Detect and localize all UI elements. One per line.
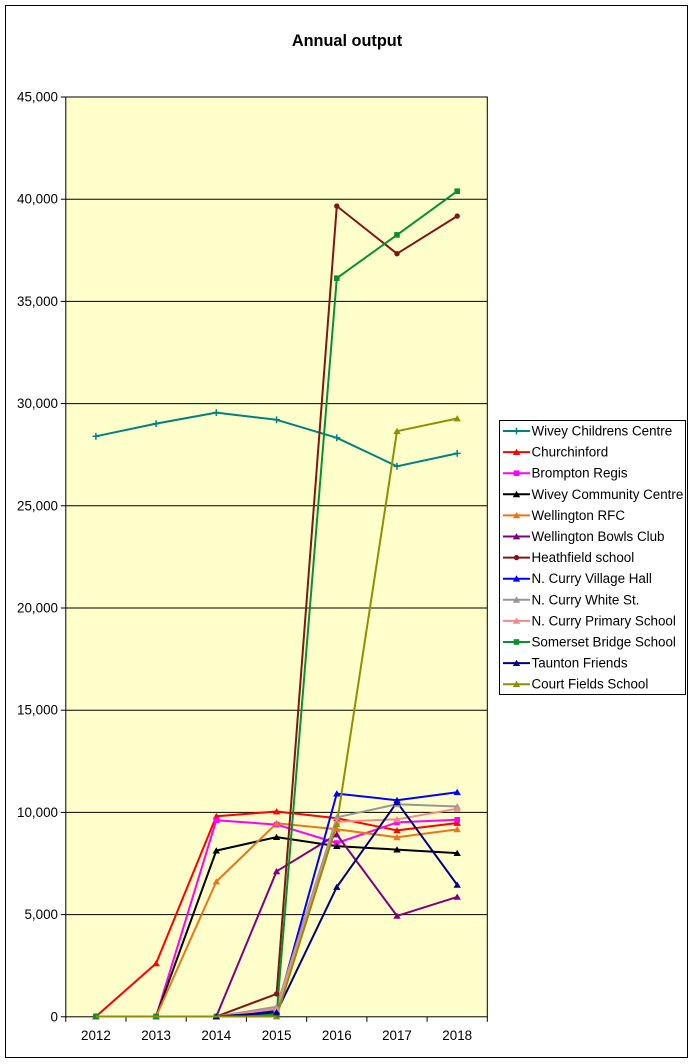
svg-text:Wivey Childrens Centre: Wivey Childrens Centre <box>532 424 673 439</box>
svg-text:40,000: 40,000 <box>17 192 58 207</box>
svg-text:0: 0 <box>51 1009 58 1024</box>
svg-text:2012: 2012 <box>81 1028 111 1043</box>
svg-text:25,000: 25,000 <box>17 498 58 513</box>
svg-text:15,000: 15,000 <box>17 703 58 718</box>
svg-text:N. Curry Primary School: N. Curry Primary School <box>532 613 676 628</box>
svg-text:Somerset Bridge School: Somerset Bridge School <box>532 635 676 650</box>
svg-text:2014: 2014 <box>201 1028 231 1043</box>
svg-text:35,000: 35,000 <box>17 294 58 309</box>
svg-text:Brompton Regis: Brompton Regis <box>532 466 628 481</box>
svg-text:45,000: 45,000 <box>17 90 58 105</box>
svg-text:N. Curry White St.: N. Curry White St. <box>532 592 640 607</box>
svg-text:2017: 2017 <box>382 1028 412 1043</box>
svg-text:2013: 2013 <box>141 1028 171 1043</box>
svg-text:N. Curry Village Hall: N. Curry Village Hall <box>532 571 652 586</box>
svg-text:Wivey Community Centre: Wivey Community Centre <box>532 487 684 502</box>
svg-text:Wellington Bowls Club: Wellington Bowls Club <box>532 529 665 544</box>
svg-text:Churchinford: Churchinford <box>532 445 609 460</box>
svg-text:Wellington RFC: Wellington RFC <box>532 508 626 523</box>
svg-text:5,000: 5,000 <box>24 907 58 922</box>
svg-text:20,000: 20,000 <box>17 601 58 616</box>
svg-text:10,000: 10,000 <box>17 805 58 820</box>
svg-text:Heathfield school: Heathfield school <box>532 550 635 565</box>
svg-text:Taunton Friends: Taunton Friends <box>532 656 628 671</box>
svg-text:2016: 2016 <box>322 1028 352 1043</box>
svg-text:Annual output: Annual output <box>292 32 403 50</box>
svg-text:30,000: 30,000 <box>17 396 58 411</box>
svg-text:2015: 2015 <box>262 1028 292 1043</box>
svg-text:2018: 2018 <box>442 1028 472 1043</box>
svg-text:Court Fields School: Court Fields School <box>532 677 649 692</box>
